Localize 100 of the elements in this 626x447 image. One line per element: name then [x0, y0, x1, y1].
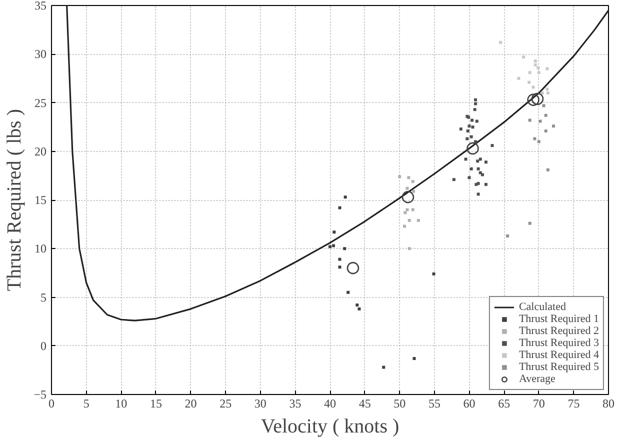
point [328, 245, 332, 248]
point [471, 126, 474, 129]
point [538, 120, 542, 123]
point [499, 40, 502, 44]
point [476, 192, 480, 196]
point [522, 56, 526, 59]
point [506, 234, 510, 238]
point [398, 175, 402, 178]
point [537, 71, 540, 74]
point [403, 224, 406, 228]
x-tick-label: 30 [254, 396, 266, 410]
point [552, 124, 555, 128]
point [408, 247, 411, 250]
point [475, 120, 478, 123]
point [346, 262, 360, 274]
point [466, 129, 470, 132]
point [474, 140, 478, 144]
point [544, 114, 548, 117]
point [546, 88, 549, 91]
y-tick-label: 10 [34, 242, 46, 256]
point [332, 244, 335, 248]
point [338, 266, 342, 269]
legend-label: Thrust Required 2 [518, 325, 599, 337]
point [473, 108, 476, 112]
point [459, 128, 462, 131]
point [490, 144, 494, 148]
point [527, 94, 540, 106]
point [402, 190, 414, 204]
legend-label: Average [518, 373, 556, 385]
x-tick-label: 5 [83, 396, 90, 410]
point [407, 176, 410, 180]
point [411, 180, 414, 184]
x-tick-label: 60 [463, 396, 476, 410]
point [517, 76, 520, 80]
point [468, 124, 471, 128]
y-tick-label: 25 [34, 96, 46, 110]
y-tick-label: 30 [34, 47, 46, 62]
point [382, 366, 386, 369]
y-tick-label: 5 [40, 290, 46, 304]
legend-label: Thrust Required 1 [518, 313, 599, 325]
point [474, 102, 478, 106]
y-tick-label: −5 [34, 388, 47, 402]
legend-label: Thrust Required 3 [518, 337, 599, 349]
y-tick-label: 35 [34, 0, 46, 12]
x-tick-label: 25 [220, 396, 232, 410]
point [406, 186, 409, 190]
point [338, 258, 342, 261]
point [534, 63, 537, 66]
point [542, 104, 546, 108]
point [470, 118, 474, 122]
point [546, 92, 550, 95]
x-tick-label: 20 [184, 396, 197, 410]
x-tick-label: 45 [358, 396, 371, 410]
point [533, 137, 536, 140]
point [484, 160, 488, 164]
point [432, 272, 436, 276]
point [476, 167, 480, 170]
x-tick-label: 35 [289, 396, 302, 410]
point [536, 66, 540, 70]
point [416, 218, 420, 222]
point [406, 208, 409, 212]
x-tick-label: 40 [324, 396, 336, 410]
x-tick-label: 80 [602, 396, 614, 410]
point [528, 118, 532, 122]
x-tick-label: 55 [428, 396, 440, 410]
point [404, 211, 407, 214]
point [412, 357, 416, 360]
point [534, 59, 537, 62]
x-tick-label: 15 [150, 396, 162, 410]
point [544, 129, 548, 132]
legend-label: Thrust Required 4 [518, 349, 599, 361]
point [470, 135, 473, 138]
point [466, 137, 469, 140]
point [412, 190, 416, 193]
x-tick-label: 10 [115, 396, 128, 410]
x-tick-label: 65 [498, 396, 510, 410]
x-tick-label: 70 [532, 396, 545, 410]
legend-label: Thrust Required 5 [518, 361, 599, 373]
point [356, 304, 359, 307]
y-tick-label: 0 [40, 338, 46, 353]
x-axis-title: Velocity ( knots ) [260, 416, 400, 438]
x-tick-label: 75 [568, 396, 580, 410]
y-tick-label: 20 [34, 144, 46, 158]
point [484, 182, 488, 186]
point [332, 230, 336, 234]
point [528, 71, 532, 74]
point [346, 290, 350, 294]
point [540, 92, 544, 95]
point [411, 208, 414, 212]
y-tick-label: 15 [34, 193, 46, 207]
point [528, 222, 532, 225]
point [343, 247, 346, 250]
point [546, 168, 550, 172]
point [528, 80, 531, 84]
point [531, 92, 544, 105]
point [476, 160, 480, 163]
legend-label: Calculated [518, 301, 566, 313]
point [478, 158, 482, 161]
point [466, 142, 479, 155]
point [546, 67, 549, 70]
